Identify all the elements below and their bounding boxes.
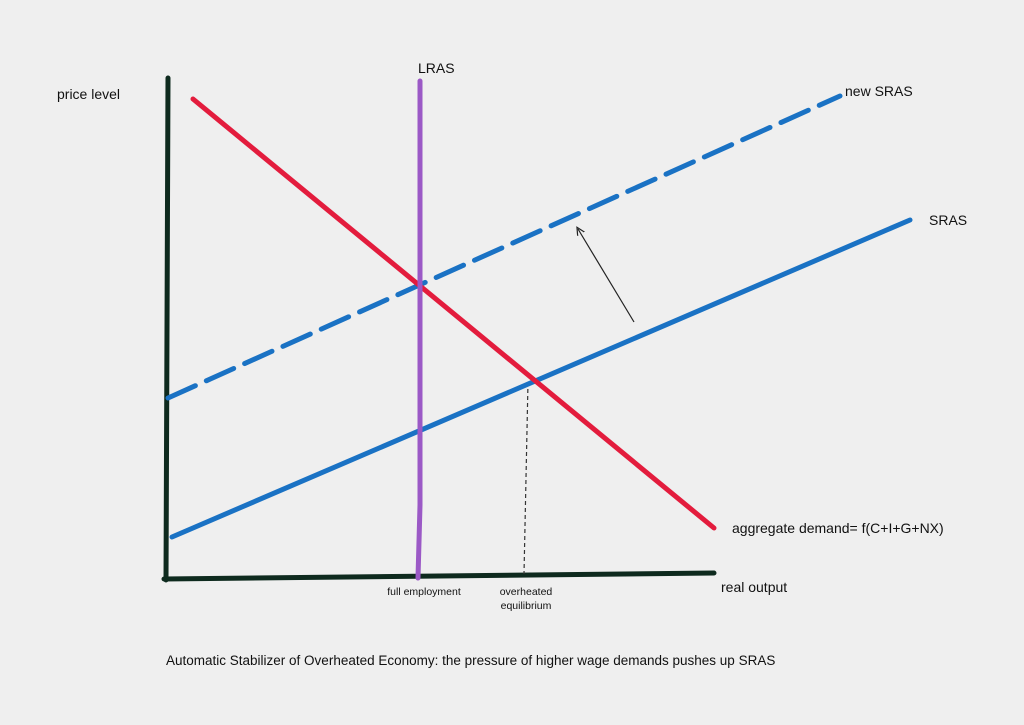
overheated-equilibrium-label: overheated equilibrium — [499, 586, 553, 613]
y-axis-label: price level — [57, 86, 121, 102]
aggregate-demand-label: aggregate demand= f(C+I+G+NX) — [732, 520, 944, 536]
shift-arrow — [578, 229, 635, 323]
new-sras-curve — [165, 93, 843, 401]
sras-curve — [169, 217, 913, 540]
lras-curve — [415, 78, 423, 581]
x-axis-label: real output — [721, 579, 788, 595]
lras-label: LRAS — [418, 60, 455, 76]
caption: Automatic Stabilizer of Overheated Econo… — [166, 653, 776, 668]
sras-label: SRAS — [929, 212, 968, 228]
y-axis — [163, 75, 171, 583]
new-sras-label: new SRAS — [845, 83, 913, 99]
overheated-equilibrium-guide — [523, 381, 529, 575]
full-employment-label: full employment — [387, 586, 461, 598]
aggregate-demand-curve — [190, 96, 717, 531]
x-axis — [161, 570, 717, 582]
